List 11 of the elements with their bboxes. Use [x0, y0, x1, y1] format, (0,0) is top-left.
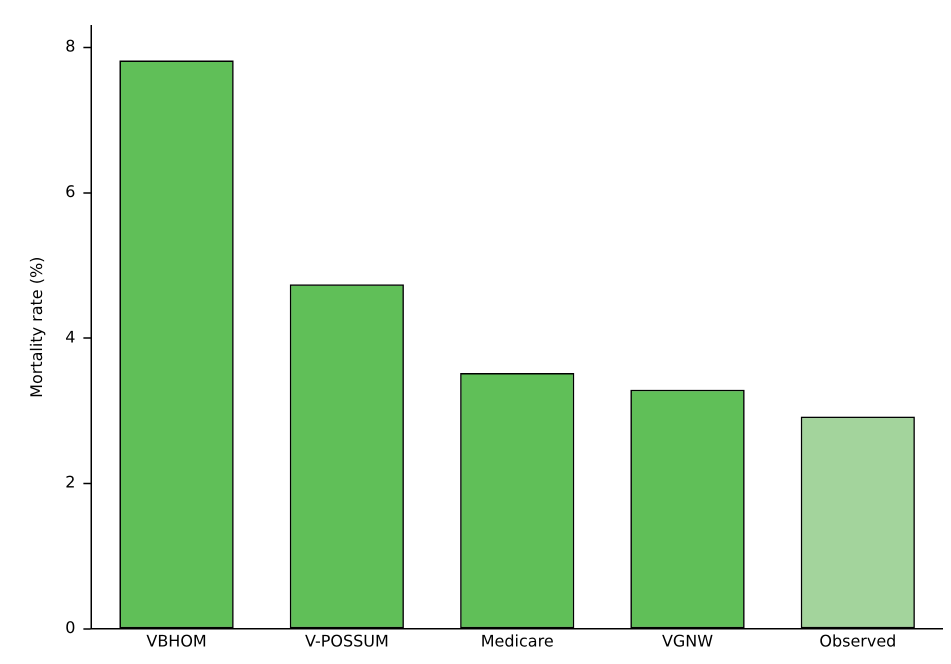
x-tick-label: V-POSSUM [304, 632, 389, 651]
y-tick-label: 4 [65, 327, 76, 346]
x-tick-label: Medicare [480, 632, 554, 651]
y-tick-label: 2 [65, 472, 76, 492]
x-tick-label: Observed [819, 632, 896, 651]
y-tick-label: 8 [65, 36, 76, 56]
y-axis-title: Mortality rate (%) [26, 256, 46, 398]
x-tick-label: VBHOM [146, 632, 207, 651]
x-tick-label: VGNW [662, 632, 714, 651]
y-tick-label: 6 [65, 182, 76, 201]
y-tick-label: 0 [65, 618, 76, 637]
